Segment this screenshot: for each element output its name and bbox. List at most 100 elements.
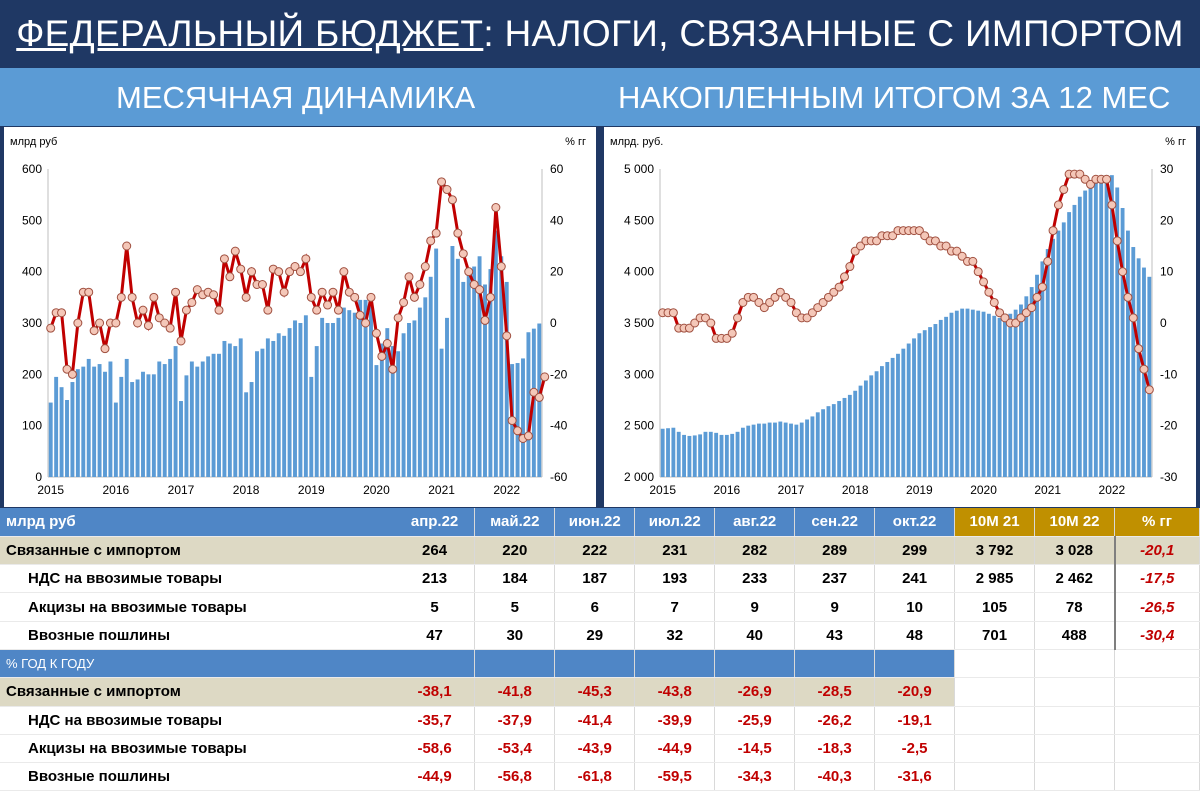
yoy-point — [733, 313, 743, 323]
bar — [119, 376, 124, 477]
bar — [369, 294, 373, 477]
yoy-point — [684, 323, 694, 333]
yoy-point — [426, 236, 436, 246]
bar — [938, 319, 943, 477]
bar — [1045, 249, 1050, 477]
table-cell: -20,1 — [1113, 536, 1200, 566]
bar — [233, 346, 238, 477]
row-label: Ввозные пошлины — [0, 621, 395, 650]
yoy-point — [209, 290, 219, 300]
bar — [842, 397, 847, 477]
y-tick-label: 2 000 — [624, 470, 654, 484]
bar — [666, 428, 670, 477]
x-tick-label: 2015 — [37, 483, 64, 497]
bar — [385, 328, 390, 477]
bar — [1093, 181, 1098, 477]
yoy-header-filler — [794, 649, 876, 679]
bar — [837, 401, 842, 477]
column-header: апр.22 — [394, 508, 476, 537]
bar — [1003, 316, 1007, 477]
x-tick-label: 2019 — [906, 483, 933, 497]
table-cell: 7 — [634, 592, 716, 622]
column-header: сен.22 — [794, 508, 876, 537]
bar — [184, 375, 189, 477]
yoy-point — [1086, 179, 1095, 189]
blank-cell — [1114, 734, 1200, 764]
yoy-point — [274, 267, 284, 277]
bar — [336, 317, 341, 477]
yoy-point — [1080, 174, 1090, 184]
title-rest: : НАЛОГИ, СВЯЗАННЫЕ С ИМПОРТОМ — [483, 13, 1184, 54]
yoy-point — [154, 313, 164, 323]
bar — [815, 412, 820, 477]
bar — [347, 310, 352, 477]
table-cell: 40 — [714, 621, 796, 650]
table-cell: 3 792 — [954, 536, 1036, 566]
bar — [206, 356, 211, 477]
yoy-point — [513, 426, 523, 436]
yoy-point — [143, 321, 153, 331]
row-label: НДС на ввозимые товары — [0, 706, 395, 735]
bar — [970, 309, 975, 477]
yoy-point — [738, 297, 748, 307]
table-cell: 9 — [714, 592, 796, 622]
table-cell: 32 — [634, 621, 716, 650]
yoy-point — [160, 318, 170, 328]
yoy-point — [323, 300, 333, 310]
yoy-row: НДС на ввозимые товары -35,7 -37,9 -41,4 -39… — [0, 706, 1200, 735]
bar — [293, 320, 297, 477]
x-tick-label: 2018 — [842, 483, 869, 497]
yoy-header-filler — [474, 649, 556, 679]
yoy-point — [382, 339, 392, 349]
yoy-row: Акцизы на ввозимые товары -58,6 -53,4 -43,9… — [0, 734, 1200, 764]
y2-tick-label: -10 — [1160, 367, 1178, 381]
yoy-point — [690, 318, 700, 328]
yoy-point — [480, 315, 490, 325]
bar — [146, 374, 151, 477]
yoy-cell: -26,2 — [794, 706, 876, 735]
yoy-point — [749, 292, 759, 302]
bar — [922, 330, 927, 477]
bar — [493, 230, 498, 477]
bar — [363, 299, 368, 477]
yoy-cell: -61,8 — [554, 762, 636, 792]
chart-monthly: млрд руб% гг 0 100 200 300 400 500 600 -60 -40 -20… — [4, 127, 596, 507]
bar — [949, 312, 954, 477]
right-subtitle: НАКОПЛЕННЫМ ИТОГОМ ЗА 12 МЕС — [618, 80, 1171, 115]
yoy-point — [236, 264, 246, 274]
bar — [488, 269, 493, 477]
bar — [298, 323, 303, 477]
bar — [1035, 274, 1039, 477]
yoy-point — [464, 267, 474, 277]
y-tick-label: 300 — [22, 316, 42, 330]
yoy-point — [491, 203, 501, 212]
yoy-point — [775, 287, 785, 297]
yoy-point — [469, 280, 479, 289]
bar — [703, 431, 708, 477]
bar — [1056, 230, 1061, 477]
yoy-point — [111, 318, 121, 328]
yoy-point — [187, 297, 197, 307]
bar — [708, 431, 713, 477]
yoy-point — [754, 297, 764, 307]
bar — [401, 333, 406, 477]
table-cell: 2 985 — [954, 564, 1036, 594]
y2-axis-label: % гг — [1165, 136, 1186, 148]
bar — [151, 374, 156, 477]
yoy-point — [339, 267, 349, 277]
yoy-point — [1053, 200, 1063, 210]
yoy-point — [1027, 303, 1037, 313]
yoy-cell: -59,5 — [634, 762, 716, 792]
bar — [265, 338, 270, 477]
bar — [168, 358, 173, 477]
yoy-point — [496, 262, 506, 272]
bar — [249, 382, 254, 477]
yoy-row: Связанные с импортом -38,1 -41,8 -45,3 -43,8… — [0, 677, 1200, 707]
bar — [1072, 204, 1077, 477]
bar — [48, 402, 53, 477]
yoy-point — [989, 297, 999, 307]
bar — [271, 340, 276, 477]
y-tick-label: 600 — [22, 162, 42, 176]
table-cell: 701 — [954, 621, 1036, 650]
yoy-point — [409, 292, 419, 302]
